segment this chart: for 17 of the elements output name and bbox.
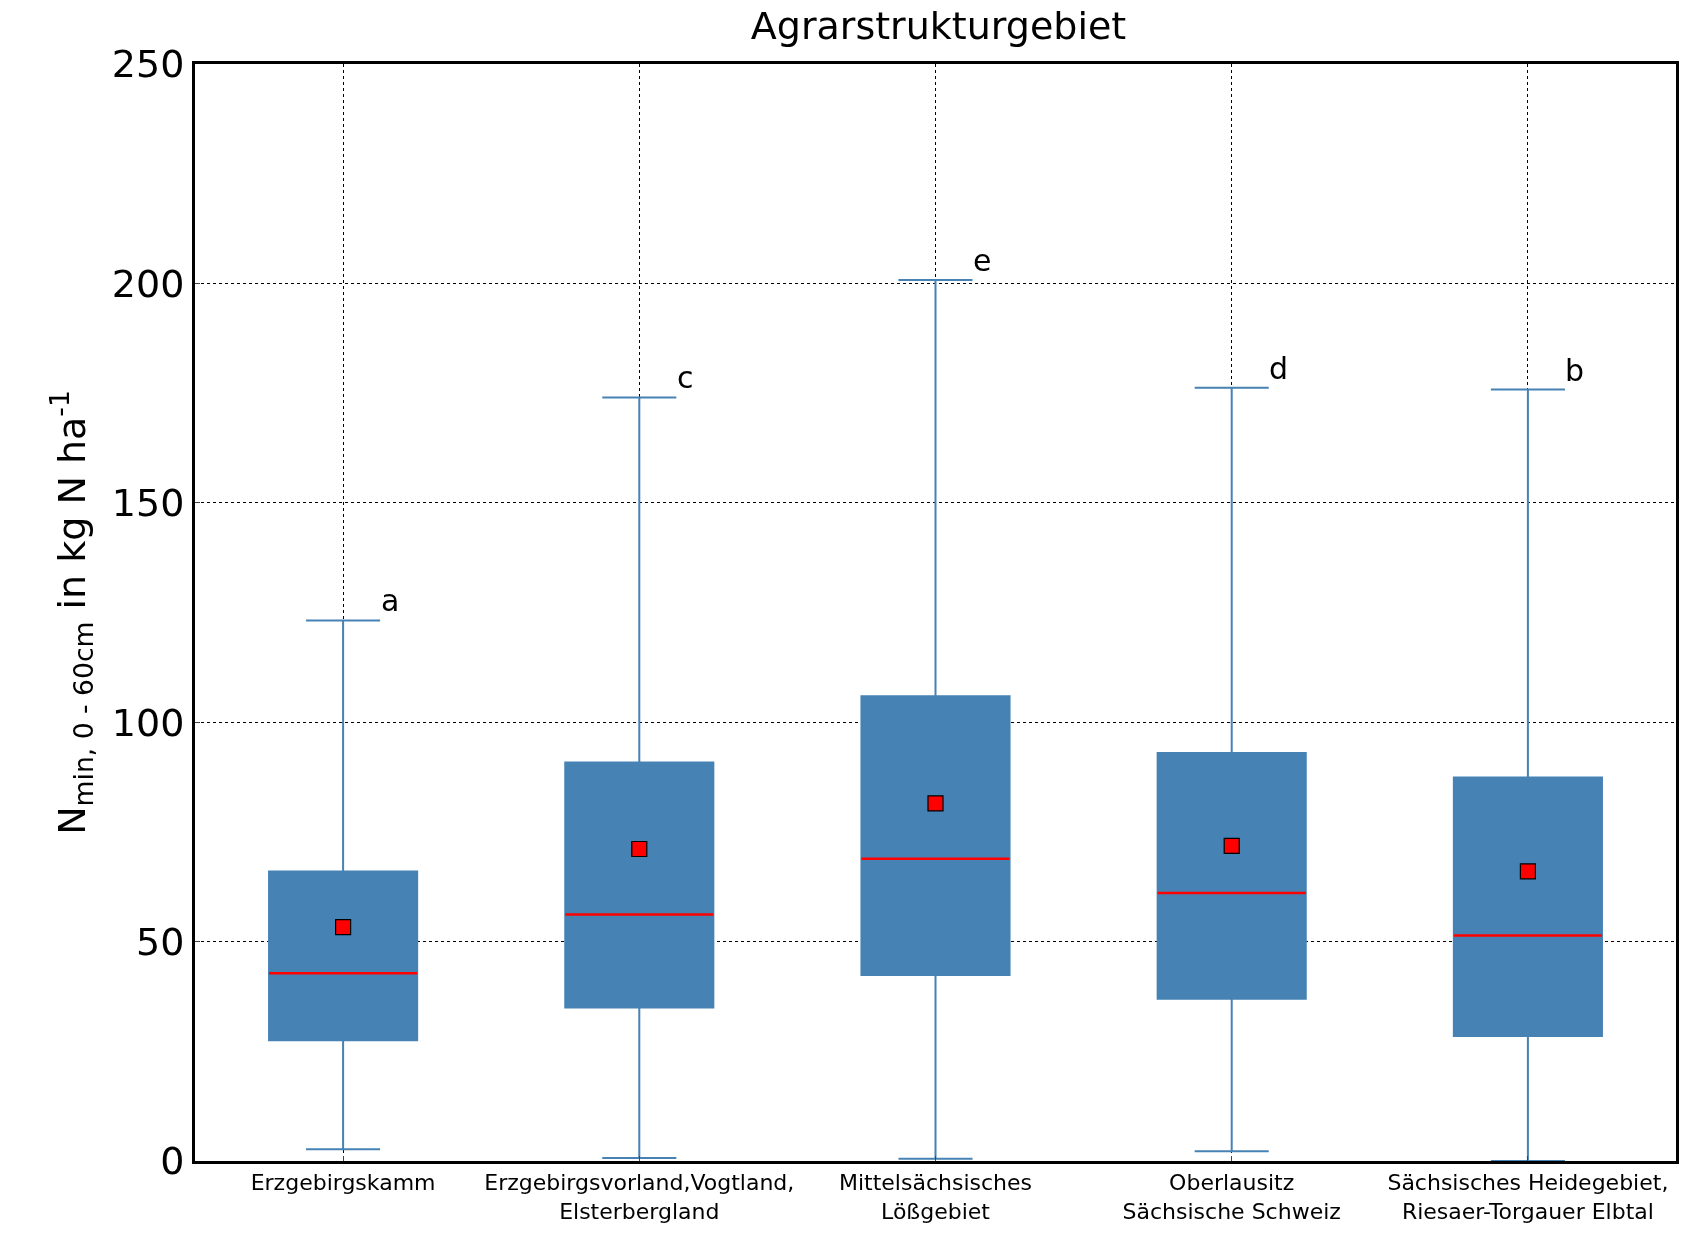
y-tick-label: 200	[111, 261, 185, 306]
annotation: c	[677, 360, 694, 395]
y-tick-label: 250	[111, 42, 185, 87]
x-tick-label: Erzgebirgsvorland,Vogtland, Elsterbergland	[484, 1170, 795, 1224]
x-tick-label: Erzgebirgskamm	[250, 1170, 436, 1196]
annotation: e	[973, 243, 992, 278]
y-tick-label: 50	[136, 919, 185, 964]
y-tick-label: 100	[111, 700, 185, 745]
annotation: d	[1269, 351, 1289, 386]
annotation: b	[1565, 353, 1585, 388]
x-tick-label: Sächsisches Heidegebiet, Riesaer-Torgauer Elbtal	[1387, 1170, 1669, 1224]
y-tick-label: 150	[111, 481, 185, 526]
x-tick-label: Oberlausitz Sächsische Schweiz	[1122, 1170, 1341, 1224]
x-tick-label: Mittelsächsisches Lößgebiet	[838, 1170, 1033, 1224]
chart-title: Agrarstrukturgebiet	[750, 3, 1127, 48]
annotation: a	[381, 583, 400, 618]
y-tick-label: 0	[160, 1139, 185, 1184]
